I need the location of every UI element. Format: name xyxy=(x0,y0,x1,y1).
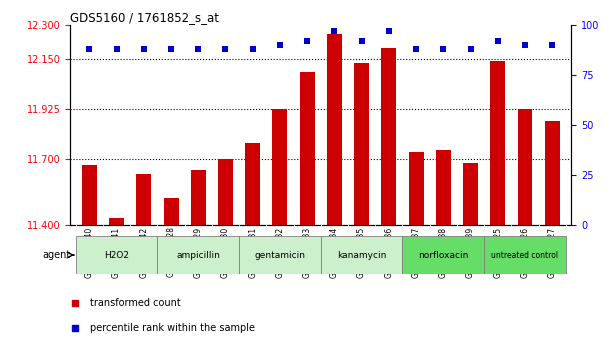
Bar xyxy=(239,236,321,274)
Bar xyxy=(403,236,484,274)
Point xyxy=(411,46,421,52)
Bar xyxy=(518,109,532,225)
Text: kanamycin: kanamycin xyxy=(337,250,386,260)
Bar xyxy=(409,152,423,225)
Bar xyxy=(327,34,342,225)
Point xyxy=(166,46,176,52)
Text: untreated control: untreated control xyxy=(491,250,558,260)
Bar xyxy=(490,61,505,225)
Text: gentamicin: gentamicin xyxy=(254,250,306,260)
Point xyxy=(112,46,122,52)
Point xyxy=(439,46,448,52)
Bar xyxy=(436,150,451,225)
Point xyxy=(520,42,530,48)
Point xyxy=(466,46,475,52)
Text: H2O2: H2O2 xyxy=(104,250,129,260)
Text: agent: agent xyxy=(42,250,70,260)
Point xyxy=(547,42,557,48)
Text: ampicillin: ampicillin xyxy=(177,250,220,260)
Point xyxy=(275,42,285,48)
Bar xyxy=(164,199,178,225)
Bar xyxy=(273,109,287,225)
Bar xyxy=(484,236,566,274)
Bar xyxy=(354,63,369,225)
Point xyxy=(221,46,230,52)
Bar xyxy=(218,159,233,225)
Bar xyxy=(299,72,315,225)
Bar xyxy=(321,236,403,274)
Point xyxy=(493,38,503,44)
Bar xyxy=(76,236,158,274)
Bar xyxy=(463,163,478,225)
Text: percentile rank within the sample: percentile rank within the sample xyxy=(90,323,255,333)
Bar xyxy=(109,219,124,225)
Bar xyxy=(158,236,239,274)
Point xyxy=(302,38,312,44)
Point xyxy=(357,38,367,44)
Point xyxy=(384,28,393,34)
Bar xyxy=(82,165,97,225)
Point xyxy=(248,46,258,52)
Bar xyxy=(381,48,397,225)
Point xyxy=(84,46,94,52)
Point xyxy=(329,28,339,34)
Text: norfloxacin: norfloxacin xyxy=(418,250,469,260)
Point xyxy=(139,46,148,52)
Text: GDS5160 / 1761852_s_at: GDS5160 / 1761852_s_at xyxy=(70,11,219,24)
Bar xyxy=(245,143,260,225)
Bar xyxy=(136,174,152,225)
Point xyxy=(193,46,203,52)
Bar xyxy=(545,121,560,225)
Bar xyxy=(191,170,206,225)
Text: transformed count: transformed count xyxy=(90,298,181,308)
